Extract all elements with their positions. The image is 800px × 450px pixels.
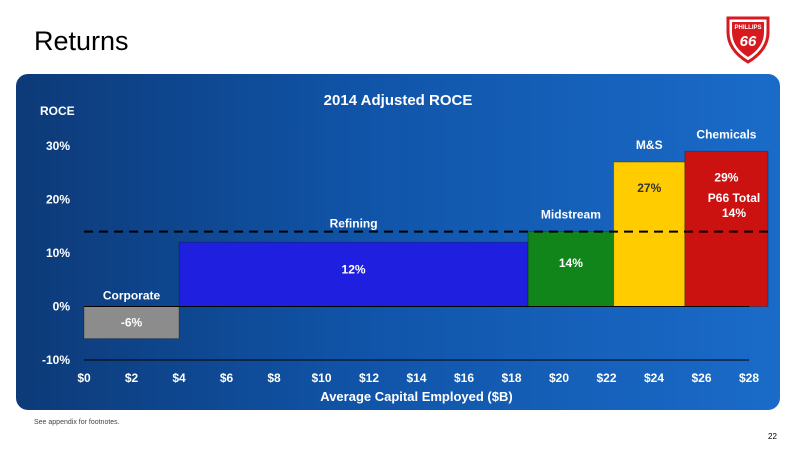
chart-panel: 2014 Adjusted ROCE ROCE Average Capital Em… <box>16 74 780 410</box>
segment-name-label: Midstream <box>541 208 601 222</box>
footnote: See appendix for footnotes. <box>34 419 120 426</box>
x-tick-label: $10 <box>311 371 331 385</box>
segment-value-label: 29% <box>714 170 738 184</box>
x-tick-label: $16 <box>454 371 474 385</box>
segment-name-label: Refining <box>330 216 378 230</box>
page-number: 22 <box>768 432 777 441</box>
segment-value-label: 14% <box>559 256 583 270</box>
segment-value-label: 27% <box>637 181 661 195</box>
svg-text:PHILLIPS: PHILLIPS <box>734 25 761 31</box>
roce-chart: 2014 Adjusted ROCE ROCE Average Capital Em… <box>40 92 769 404</box>
segment-value-label: 12% <box>342 262 366 276</box>
segment-name-label: M&S <box>636 138 663 152</box>
segment-name-label: Chemicals <box>696 127 756 141</box>
x-tick-label: $20 <box>549 371 569 385</box>
segment-value-label: -6% <box>121 316 143 330</box>
segment-name-label: Corporate <box>103 289 161 303</box>
x-tick-label: $12 <box>359 371 379 385</box>
x-tick-label: $14 <box>406 371 426 385</box>
y-tick-label: 0% <box>53 300 71 314</box>
x-tick-label: $0 <box>77 371 91 385</box>
x-tick-label: $4 <box>172 371 186 385</box>
reference-value-label: 14% <box>722 206 746 220</box>
bar-chemicals <box>684 150 769 307</box>
slide-title: Returns <box>34 26 129 56</box>
phillips-66-logo: PHILLIPS 66 <box>726 16 770 64</box>
x-tick-label: $8 <box>267 371 281 385</box>
x-tick-label: $28 <box>739 371 759 385</box>
y-tick-label: 30% <box>46 139 70 153</box>
svg-text:66: 66 <box>740 33 757 50</box>
y-tick-label: 10% <box>46 246 70 260</box>
bar-corporate <box>83 306 180 340</box>
x-tick-label: $26 <box>691 371 711 385</box>
y-axis-label: ROCE <box>40 104 75 118</box>
bar-ms <box>613 161 686 307</box>
y-tick-label: 20% <box>46 193 70 207</box>
chart-title: 2014 Adjusted ROCE <box>324 92 473 109</box>
x-tick-label: $22 <box>596 371 616 385</box>
x-axis-label: Average Capital Employed ($B) <box>320 389 512 404</box>
y-tick-label: -10% <box>42 353 70 367</box>
x-tick-label: $24 <box>644 371 664 385</box>
reference-label: P66 Total <box>708 191 760 205</box>
x-tick-label: $6 <box>220 371 234 385</box>
x-tick-label: $18 <box>501 371 521 385</box>
bar-refining <box>178 241 529 307</box>
x-tick-label: $2 <box>125 371 139 385</box>
